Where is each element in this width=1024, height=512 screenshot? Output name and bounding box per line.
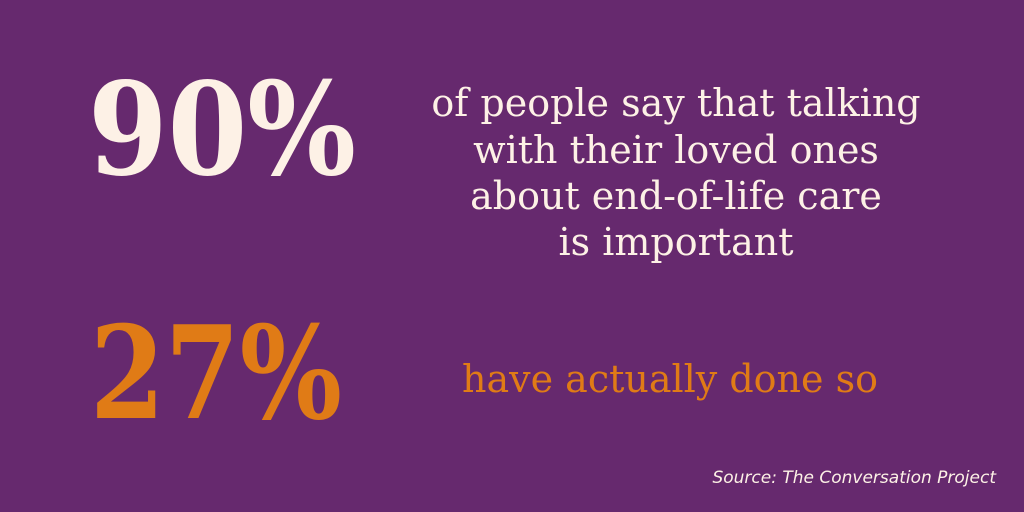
stat-description: of people say that talking	[431, 81, 920, 125]
stat-figure: 27%	[90, 299, 342, 449]
source-note: Source: The Conversation Project	[712, 468, 997, 488]
stat-figure: 90%	[88, 55, 356, 205]
stat-description: is important	[559, 220, 794, 264]
stat-description: about end-of-life care	[470, 174, 882, 218]
stat-description: have actually done so	[462, 357, 878, 401]
stat-description: with their loved ones	[473, 128, 879, 172]
